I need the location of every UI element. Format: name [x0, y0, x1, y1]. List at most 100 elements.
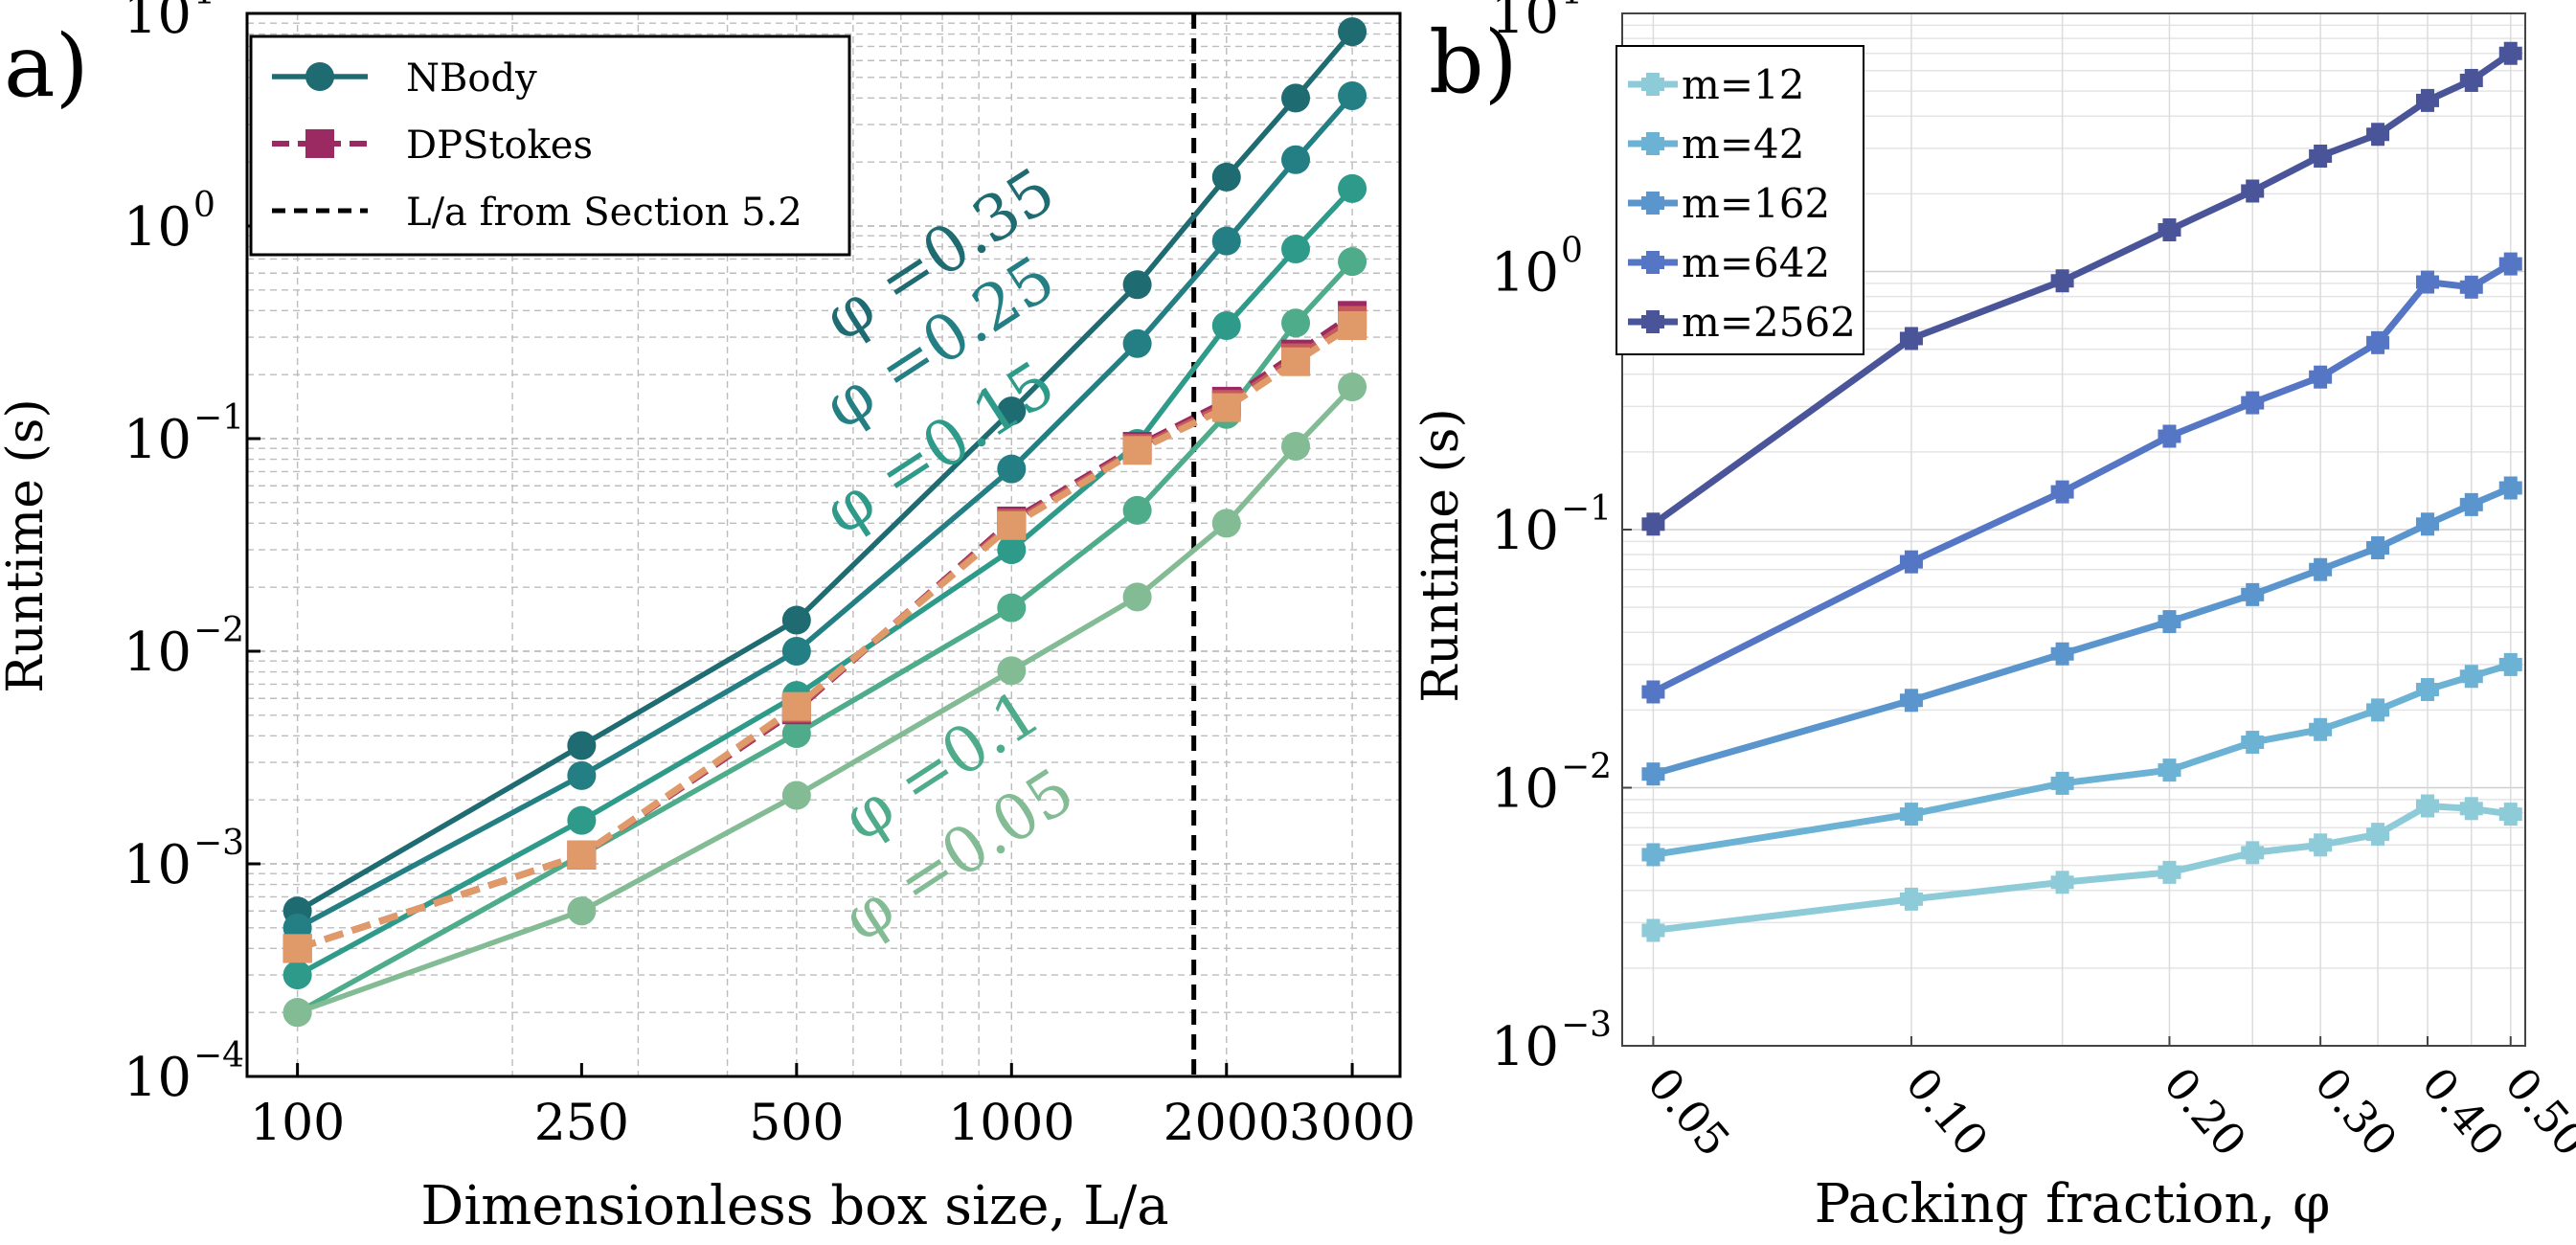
- panel-b-legend: m=12 m=42 m=162 m=642 m=2562: [1616, 45, 1864, 355]
- series-marker-m=12: [1641, 918, 1665, 942]
- series-marker-m=42: [2415, 678, 2439, 702]
- legend-marker: [305, 129, 334, 158]
- marker-bar-v: [2314, 144, 2328, 168]
- nbody-marker: [997, 593, 1027, 622]
- marker-bar-v: [2464, 68, 2478, 92]
- series-marker-m=42: [2309, 717, 2333, 741]
- marker-bar-v: [2162, 218, 2177, 242]
- nbody-marker: [567, 731, 597, 760]
- marker-bar-v: [2314, 833, 2328, 857]
- panel-a-xtick-label: 3000: [1289, 1095, 1415, 1152]
- panel-a-series: [282, 13, 1367, 1076]
- marker-bar-v: [1646, 192, 1660, 215]
- panel-b-series: [1641, 41, 2522, 942]
- panel-a-frame: [245, 11, 1402, 1078]
- panel-a-ytick-label: 10: [124, 409, 192, 471]
- series-line-m=42: [1652, 661, 2512, 858]
- marker-bar-v: [2503, 803, 2518, 826]
- panel-a-label: a): [4, 16, 89, 117]
- dpstokes-marker: [567, 840, 597, 870]
- panel-b-ytick-exponent: −3: [1561, 1006, 1612, 1045]
- marker-bar-v: [2464, 492, 2478, 516]
- panel-b-xtick-label: 0.40: [2412, 1057, 2515, 1166]
- marker-bar-v: [1904, 803, 1918, 826]
- marker-bar-v: [2503, 252, 2518, 276]
- nbody-line: [296, 385, 1355, 1015]
- series-marker-m=2562: [2241, 179, 2265, 203]
- series-marker-m=2562: [2366, 123, 2390, 147]
- series-marker-m=642: [1899, 550, 1923, 574]
- panel-b-ytick-exponent: −2: [1561, 748, 1612, 787]
- panel-a-ytick-exponent: −4: [193, 1036, 244, 1075]
- nbody-line: [296, 187, 1355, 978]
- marker-bar-v: [2162, 860, 2177, 884]
- marker-bar-v: [1646, 73, 1660, 96]
- nbody-marker: [1122, 495, 1152, 525]
- marker-bar-v: [1646, 762, 1661, 786]
- marker-bar-v: [2420, 678, 2434, 702]
- series-marker-m=12: [2158, 860, 2181, 884]
- legend-marker: [1641, 192, 1664, 215]
- panel-a-ytick-label: 10: [124, 1047, 192, 1109]
- marker-bar-v: [2420, 512, 2434, 536]
- series-line-m=642: [1651, 260, 2513, 695]
- series-marker-m=162: [2498, 476, 2522, 500]
- series-marker-m=12: [2415, 794, 2439, 818]
- marker-bar-v: [2246, 391, 2260, 415]
- panel-a-xtick-label: 2000: [1164, 1095, 1290, 1152]
- series-marker-m=642: [2158, 424, 2181, 448]
- marker-bar-v: [2420, 88, 2434, 112]
- panel-a-xtick-label: 250: [534, 1095, 629, 1152]
- dpstokes-marker: [282, 934, 312, 963]
- marker-bar-v: [2162, 424, 2177, 448]
- nbody-line: [296, 94, 1355, 931]
- nbody-marker: [1211, 226, 1241, 256]
- series-marker-m=162: [2158, 610, 2181, 634]
- nbody-marker: [282, 998, 312, 1028]
- panel-a-ytick-label: 10: [124, 196, 192, 259]
- legend-marker: [305, 62, 334, 91]
- panel-b-ylabel: Runtime (s): [1412, 408, 1470, 703]
- nbody-marker: [1281, 308, 1311, 338]
- nbody-marker: [997, 656, 1027, 686]
- marker-bar-v: [1646, 251, 1660, 274]
- nbody-marker: [1211, 509, 1241, 538]
- panel-b-label: b): [1429, 12, 1518, 113]
- panel-a-xlabel: Dimensionless box size, L/a: [420, 1175, 1168, 1237]
- marker-bar-v: [2246, 179, 2260, 203]
- marker-bar-v: [2314, 365, 2328, 389]
- nbody-marker: [1281, 234, 1311, 263]
- dpstokes-marker: [1338, 311, 1367, 341]
- series-marker-m=12: [2050, 871, 2074, 894]
- panel-b-ytick-label: 10: [1491, 242, 1559, 305]
- panel-b-xtick-label: 0.10: [1896, 1057, 1999, 1166]
- marker-bar-v: [2464, 275, 2478, 299]
- marker-bar-v: [1646, 918, 1661, 942]
- nbody-line: [296, 260, 1355, 1015]
- marker-bar-v: [2055, 269, 2069, 293]
- panel-a-legend: NBody DPStokes L/a from Section 5.2: [249, 34, 851, 257]
- series-marker-m=42: [2241, 731, 2265, 755]
- marker-bar-v: [2162, 758, 2177, 782]
- series-marker-m=12: [2498, 803, 2522, 826]
- series-marker-m=2562: [2459, 68, 2483, 92]
- nbody-marker: [781, 781, 811, 810]
- dpstokes-marker: [1281, 347, 1311, 376]
- marker-bar-v: [2055, 871, 2069, 894]
- legend-label: DPStokes: [406, 124, 593, 168]
- marker-bar-v: [2055, 480, 2069, 504]
- series-marker-m=162: [2309, 557, 2333, 581]
- marker-bar-v: [2464, 665, 2478, 689]
- series-marker-m=162: [1899, 689, 1923, 713]
- series-marker-m=2562: [2158, 218, 2181, 242]
- marker-bar-v: [2371, 698, 2385, 722]
- nbody-marker: [1211, 311, 1241, 341]
- nbody-marker: [781, 637, 811, 666]
- series-marker-m=12: [2309, 833, 2333, 857]
- panel-a-xtick-label: 500: [749, 1095, 844, 1152]
- legend-label: m=42: [1682, 121, 1804, 168]
- legend-marker: [1641, 73, 1664, 96]
- legend-label: L/a from Section 5.2: [406, 191, 802, 235]
